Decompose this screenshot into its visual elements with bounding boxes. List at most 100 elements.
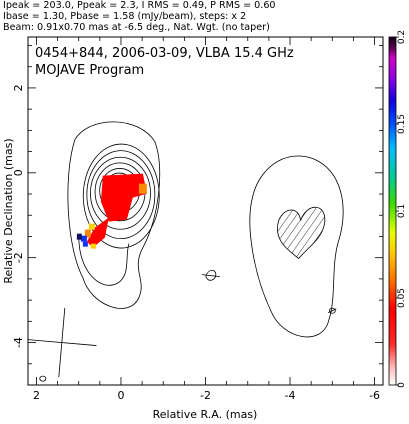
colorbar-segment [389, 352, 396, 356]
y-tick-label: 0 [12, 169, 25, 176]
colorbar-segment [389, 199, 396, 203]
colorbar-segment [389, 154, 396, 158]
colorbar-segment [389, 325, 396, 329]
beam-minor-axis [58, 307, 66, 378]
colorbar-segment [389, 313, 396, 317]
y-tick-label: -4 [12, 337, 25, 348]
colorbar-segment [389, 196, 396, 200]
colorbar-segment [389, 289, 396, 293]
colorbar-segment [389, 160, 396, 164]
x-tick-label: -6 [369, 389, 380, 402]
y-tick-label: 2 [12, 84, 25, 91]
colorbar-segment [389, 361, 396, 365]
colorbar-segment [389, 373, 396, 377]
colorbar-tick-labels: 0 0.05 0.1 0.15 0.2 [397, 30, 407, 388]
small-feature-line [328, 308, 337, 314]
axis-tick-labels: 2 0 -2 -4 -6 2 0 -2 -4 [12, 84, 380, 402]
x-tick-label: -2 [200, 389, 211, 402]
colorbar-segment [389, 286, 396, 290]
colorbar-segment [389, 217, 396, 221]
colorbar-segment [389, 259, 396, 263]
colorbar-segment [389, 184, 396, 188]
header-line-1: Ipeak = 203.0, Ppeak = 2.3, I RMS = 0.49… [3, 0, 276, 11]
colorbar-segment [389, 193, 396, 197]
core-contour [82, 143, 160, 249]
colorbar-segment [389, 70, 396, 74]
colorbar-segment [389, 202, 396, 206]
core-contour [90, 156, 151, 230]
colorbar-segment [389, 55, 396, 59]
jet-inner-contour [78, 237, 130, 286]
y-axis-label: Relative Declination (mas) [2, 138, 15, 283]
colorbar-segment [389, 235, 396, 239]
colorbar-tick-label: 0.05 [397, 288, 407, 308]
colorbar [388, 36, 399, 386]
colorbar-segment [389, 250, 396, 254]
colorbar-segment [389, 211, 396, 215]
polarization-jet-patch [86, 217, 109, 248]
colorbar-segment [389, 133, 396, 137]
colorbar-segment [389, 208, 396, 212]
plot-frame [27, 36, 384, 386]
colorbar-segment [389, 358, 396, 362]
polarization-hot-pixel [138, 183, 147, 194]
colorbar-segment [389, 316, 396, 320]
colorbar-segment [389, 298, 396, 302]
colorbar-segment [389, 238, 396, 242]
beam-cross [28, 307, 97, 378]
polarization-blue-pixel [82, 241, 88, 247]
colorbar-segment [389, 49, 396, 53]
colorbar-segment [389, 310, 396, 314]
colorbar-segment [389, 220, 396, 224]
polarization-dark-pixel [76, 233, 82, 240]
colorbar-segment [389, 223, 396, 227]
colorbar-segment [389, 139, 396, 143]
colorbar-segment [389, 292, 396, 296]
colorbar-segment [389, 253, 396, 257]
colorbar-segment [389, 349, 396, 353]
colorbar-segment [389, 172, 396, 176]
colorbar-segment [389, 226, 396, 230]
colorbar-segment [389, 112, 396, 116]
small-contour [39, 375, 47, 382]
small-feature-line [201, 274, 220, 278]
colorbar-segment [389, 85, 396, 89]
colorbar-segment [389, 319, 396, 323]
header-info: Ipeak = 203.0, Ppeak = 2.3, I RMS = 0.49… [3, 0, 407, 33]
secondary-hatched-region [277, 206, 326, 260]
colorbar-segment [389, 280, 396, 284]
header-line-3: Beam: 0.91x0.70 mas at -6.5 deg., Nat. W… [3, 22, 270, 33]
colorbar-segment [389, 232, 396, 236]
colorbar-segment [389, 367, 396, 371]
colorbar-tick-label: 0 [397, 382, 407, 388]
colorbar-segment [389, 283, 396, 287]
colorbar-segment [389, 334, 396, 338]
colorbar-segment [389, 301, 396, 305]
polarization-edge-pixel [88, 223, 95, 230]
colorbar-segment [389, 340, 396, 344]
axis-ticks [28, 37, 383, 386]
colorbar-segment [389, 88, 396, 92]
colorbar-segment [389, 142, 396, 146]
core-contour [86, 150, 156, 240]
colorbar-segment [389, 328, 396, 332]
colorbar-segment [389, 166, 396, 170]
colorbar-segment [389, 187, 396, 191]
colorbar-segment [389, 64, 396, 68]
colorbar-segment [389, 100, 396, 104]
colorbar-tick-label: 0.2 [397, 30, 407, 44]
colorbar-segment [389, 82, 396, 86]
colorbar-segment [389, 277, 396, 281]
colorbar-tick-label: 0.15 [397, 114, 407, 134]
x-tick-label: 2 [33, 389, 40, 402]
colorbar-segment [389, 163, 396, 167]
colorbar-segment [389, 115, 396, 119]
polarization-group [76, 173, 147, 249]
colorbar-segment [389, 379, 396, 383]
colorbar-segment [389, 175, 396, 179]
colorbar-segment [389, 124, 396, 128]
polarization-blue-pixel [80, 235, 87, 242]
colorbar-segment [389, 271, 396, 275]
colorbar-segment [389, 304, 396, 308]
